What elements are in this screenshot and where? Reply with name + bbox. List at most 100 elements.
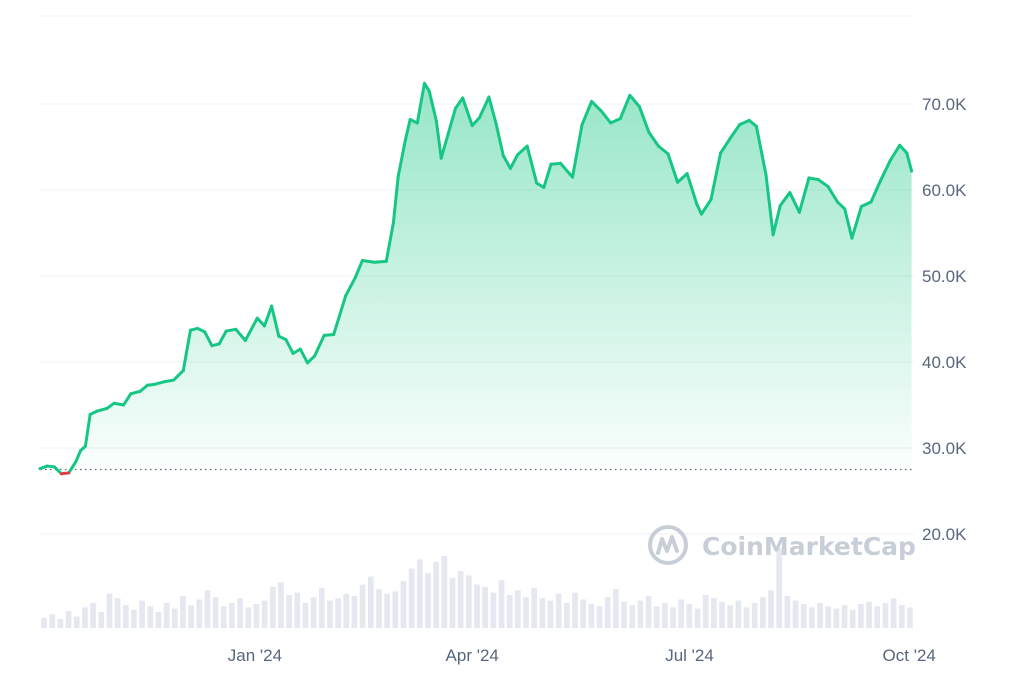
price-point: [700, 212, 703, 216]
price-point: [446, 131, 450, 135]
price-point: [788, 191, 792, 194]
price-point: [898, 143, 902, 147]
price-point: [719, 151, 722, 155]
volume-bar: [580, 599, 587, 628]
price-point: [423, 81, 426, 85]
volume-bar: [82, 607, 88, 628]
price-point: [599, 109, 603, 113]
price-point: [477, 116, 481, 120]
price-point: [298, 347, 302, 351]
price-line-segment: [112, 401, 126, 407]
volume-bar: [858, 604, 864, 628]
price-line-segment: [454, 96, 465, 110]
price-line-segment: [666, 152, 680, 184]
volume-bar: [457, 570, 464, 628]
volume-bar: [645, 596, 652, 628]
volume-bar: [408, 568, 415, 628]
volume-bar: [237, 598, 243, 628]
price-point: [277, 334, 281, 338]
price-line-segment: [788, 191, 801, 214]
volume-bar: [833, 608, 840, 628]
price-line-segment: [571, 123, 584, 179]
volume-bar: [776, 548, 783, 628]
price-line-segment: [609, 117, 622, 125]
price-point: [666, 152, 670, 156]
price-point: [843, 207, 847, 211]
volume-bar: [139, 600, 145, 628]
price-point: [172, 378, 176, 382]
price-line-segment: [162, 378, 176, 384]
volume-bar: [441, 556, 448, 628]
price-line-segment: [549, 161, 563, 166]
price-line-segment: [74, 449, 83, 464]
price-line-segment: [580, 99, 594, 127]
volume-bar: [98, 612, 105, 628]
volume-bar: [719, 601, 725, 628]
volume-bar: [825, 606, 832, 628]
volume-bar: [596, 606, 603, 628]
volume-bar: [727, 605, 734, 628]
price-point: [270, 304, 274, 308]
price-point: [203, 330, 207, 334]
volume-bar: [898, 605, 905, 628]
price-line-segment: [826, 185, 840, 204]
price-point: [609, 121, 613, 125]
price-line-segment: [344, 276, 357, 298]
volume-bar: [49, 614, 56, 628]
volume-bar: [809, 607, 815, 628]
volume-bar: [735, 600, 742, 628]
volume-bar: [760, 597, 766, 628]
x-tick-label: Jul '24: [665, 646, 714, 665]
price-point: [778, 204, 782, 207]
volume-bar: [694, 608, 701, 628]
price-line-segment: [859, 200, 873, 208]
price-line-segment: [637, 105, 651, 134]
price-points: [38, 81, 914, 476]
price-point: [817, 178, 820, 182]
price-point: [332, 333, 336, 336]
volume-bar: [563, 602, 570, 628]
price-line-segment: [234, 327, 247, 342]
price-line-segment: [501, 154, 512, 170]
volume-bar: [367, 576, 374, 628]
price-point: [685, 172, 689, 176]
price-point: [676, 180, 679, 184]
volume-bar: [702, 594, 709, 628]
price-line-segment: [516, 144, 529, 157]
price-line-segment: [243, 316, 259, 342]
volume-bar: [41, 617, 47, 628]
price-line-segment: [470, 116, 481, 127]
price-line-segment: [590, 99, 603, 113]
volume-bar: [188, 605, 194, 628]
volume-bar: [122, 605, 129, 628]
price-line-segment: [487, 95, 498, 126]
price-point: [403, 138, 407, 142]
volume-bar: [882, 602, 889, 628]
volume-bar: [212, 597, 219, 628]
price-point: [181, 369, 185, 372]
y-axis-ticks: 70.0K 60.0K 50.0K 40.0K 30.0K 20.0K: [922, 95, 967, 544]
price-point: [234, 327, 238, 331]
price-point: [105, 407, 109, 410]
x-tick-label: Apr '24: [446, 646, 499, 665]
volume-bar: [547, 600, 554, 628]
price-point: [618, 117, 622, 121]
price-line-segment: [446, 106, 458, 135]
price-line-segment: [224, 327, 238, 333]
volume-bar: [147, 606, 154, 628]
price-point: [284, 338, 288, 342]
price-line-segment: [747, 118, 758, 128]
price-point: [344, 294, 348, 298]
price-point: [826, 185, 830, 188]
volume-bar: [253, 604, 260, 628]
price-point: [408, 118, 412, 121]
volume-bar: [907, 607, 913, 628]
price-line-segment: [898, 143, 909, 155]
y-tick-label: 40.0K: [922, 353, 967, 372]
y-tick-label: 50.0K: [922, 267, 967, 286]
price-line-segment: [262, 304, 274, 328]
volume-bar: [662, 602, 668, 628]
volume-bar: [866, 601, 872, 628]
y-tick-label: 60.0K: [922, 181, 967, 200]
price-point: [509, 167, 512, 170]
